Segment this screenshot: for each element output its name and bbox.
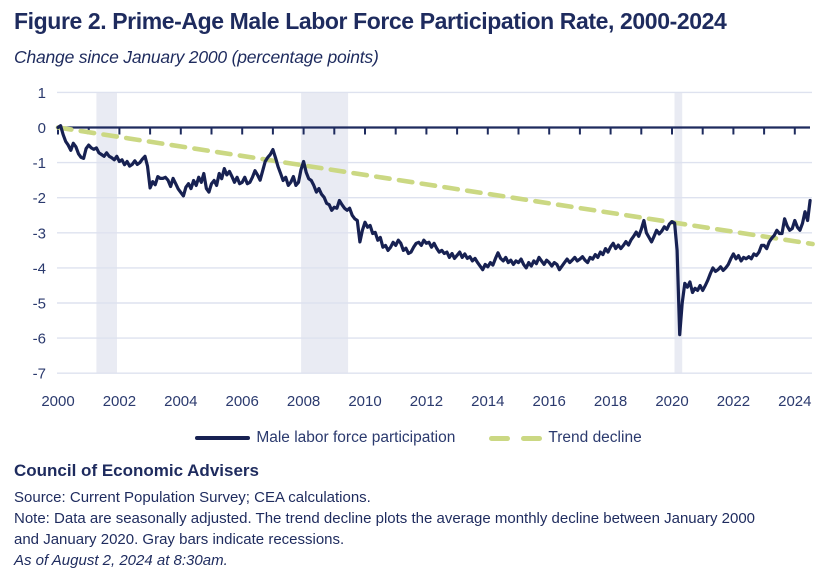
source-note: Source: Current Population Survey; CEA c…	[14, 489, 371, 506]
figure-footer: Council of Economic Advisers Source: Cur…	[14, 461, 824, 571]
dashed-line-swatch	[489, 435, 543, 441]
x-tick-label: 2008	[287, 393, 320, 410]
x-tick-label: 2020	[655, 393, 688, 410]
legend-label-participation: Male labor force participation	[256, 429, 456, 446]
chart-legend: Male labor force participation Trend dec…	[0, 428, 837, 448]
y-tick-label: -1	[33, 155, 46, 172]
trend-line	[55, 125, 815, 247]
y-tick-label: 0	[38, 120, 46, 137]
y-tick-label: -6	[33, 331, 46, 348]
y-tick-label: -5	[33, 296, 46, 313]
x-tick-label: 2012	[410, 393, 443, 410]
participation-line	[56, 124, 812, 337]
y-axis-labels: 1 0 -1 -2 -3 -4 -5 -6 -7	[33, 85, 46, 383]
gridlines	[57, 91, 812, 374]
y-tick-label: -3	[33, 225, 46, 242]
x-tick-label: 2016	[533, 393, 566, 410]
x-axis-labels: 2000 2002 2004 2006 2008 2010 2012 2014 2016 2018…	[41, 393, 811, 410]
x-tick-label: 2024	[778, 393, 811, 410]
zero-axis	[57, 126, 810, 135]
y-tick-label: -7	[33, 366, 46, 383]
x-tick-label: 2010	[348, 393, 381, 410]
y-tick-label: -4	[33, 260, 46, 277]
figure-subtitle: Change since January 2000 (percentage po…	[14, 47, 379, 67]
asof-note: As of August 2, 2024 at 8:30am.	[14, 552, 228, 569]
legend-item-trend: Trend decline	[489, 429, 642, 447]
x-tick-label: 2000	[41, 393, 74, 410]
x-tick-label: 2014	[471, 393, 504, 410]
x-tick-label: 2022	[717, 393, 750, 410]
y-tick-label: -2	[33, 190, 46, 207]
x-tick-label: 2006	[226, 393, 259, 410]
note-line-1: Note: Data are seasonally adjusted. The …	[14, 510, 756, 527]
figure-title: Figure 2. Prime-Age Male Labor Force Par…	[14, 8, 727, 34]
x-tick-label: 2018	[594, 393, 627, 410]
trend-decline-line	[55, 125, 815, 247]
legend-label-trend: Trend decline	[548, 429, 642, 446]
solid-line-swatch	[195, 435, 251, 441]
x-tick-label: 2004	[164, 393, 197, 410]
y-tick-label: 1	[38, 85, 46, 102]
x-tick-label: 2002	[103, 393, 136, 410]
chart-plot-area: 1 0 -1 -2 -3 -4 -5 -6 -7 2000 2002 2004 2006 2008 201…	[33, 85, 815, 410]
note-line-2: and January 2020. Gray bars indicate rec…	[14, 531, 345, 548]
org-name: Council of Economic Advisers	[14, 461, 259, 480]
data-line	[56, 124, 812, 337]
legend-item-participation: Male labor force participation	[195, 429, 455, 447]
